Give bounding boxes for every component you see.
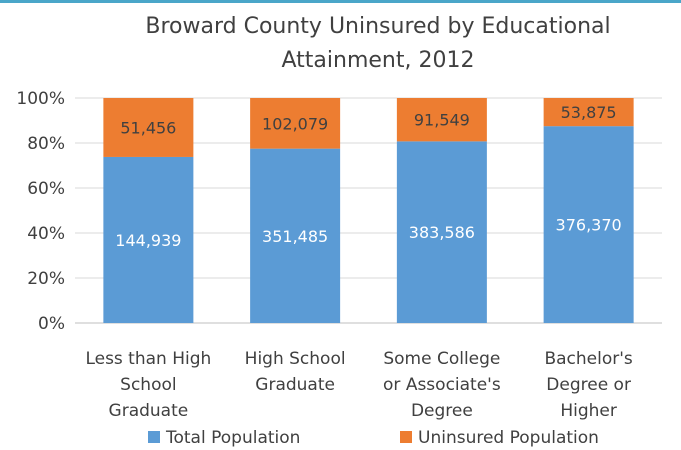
bar-segment-uninsured xyxy=(543,98,634,127)
bar-segment-uninsured xyxy=(250,98,341,149)
legend-label: Uninsured Population xyxy=(418,428,599,448)
x-axis-categories: Less than High School Graduate High School G… xyxy=(85,349,632,421)
stacked-bar-chart: Broward County Uninsured by Educational … xyxy=(16,14,662,448)
legend-swatch xyxy=(148,431,160,443)
x-category-label: Degree xyxy=(411,401,473,421)
y-tick-label: 100% xyxy=(16,89,65,109)
chart-title-line-2: Attainment, 2012 xyxy=(282,48,475,73)
x-category-label: Graduate xyxy=(109,401,189,421)
x-category-label: Degree or xyxy=(546,375,631,395)
legend: Total Population Uninsured Population xyxy=(148,428,599,448)
bars xyxy=(103,98,634,324)
bar-segment-total xyxy=(543,126,634,324)
x-category-label: Less than High xyxy=(85,349,211,369)
chart-title-line-1: Broward County Uninsured by Educational xyxy=(145,14,610,39)
y-tick-label: 60% xyxy=(27,179,65,199)
y-tick-label: 80% xyxy=(27,134,65,154)
x-category-label: Graduate xyxy=(255,375,335,395)
x-category-label: School xyxy=(120,375,176,395)
data-label: 376,370 xyxy=(556,216,622,235)
data-label: 102,079 xyxy=(262,114,328,133)
y-tick-label: 20% xyxy=(27,269,65,289)
x-category-label: Higher xyxy=(560,401,617,421)
y-tick-label: 0% xyxy=(38,314,65,334)
data-labels: 144,939 51,456 351,485 102,079 383,586 91,549… xyxy=(115,103,621,250)
x-category-label: or Associate's xyxy=(383,375,501,395)
bar-segment-total xyxy=(103,156,194,323)
legend-label: Total Population xyxy=(165,428,300,448)
data-label: 144,939 xyxy=(115,231,181,250)
data-label: 91,549 xyxy=(414,111,470,130)
data-label: 53,875 xyxy=(561,103,617,122)
y-tick-label: 40% xyxy=(27,224,65,244)
chart-title: Broward County Uninsured by Educational … xyxy=(145,14,610,73)
bar-segment-total xyxy=(250,148,341,323)
data-label: 51,456 xyxy=(120,118,176,137)
x-category-label: Bachelor's xyxy=(544,349,632,369)
bar-segment-uninsured xyxy=(103,98,194,157)
legend-swatch xyxy=(400,431,412,443)
x-category-label: High School xyxy=(245,349,346,369)
data-label: 383,586 xyxy=(409,223,475,242)
data-label: 351,485 xyxy=(262,227,328,246)
bar-segment-uninsured xyxy=(396,98,487,142)
bar-segment-total xyxy=(396,141,487,323)
x-category-label: Some College xyxy=(383,349,500,369)
y-axis-ticks: 0% 20% 40% 60% 80% 100% xyxy=(16,89,65,334)
